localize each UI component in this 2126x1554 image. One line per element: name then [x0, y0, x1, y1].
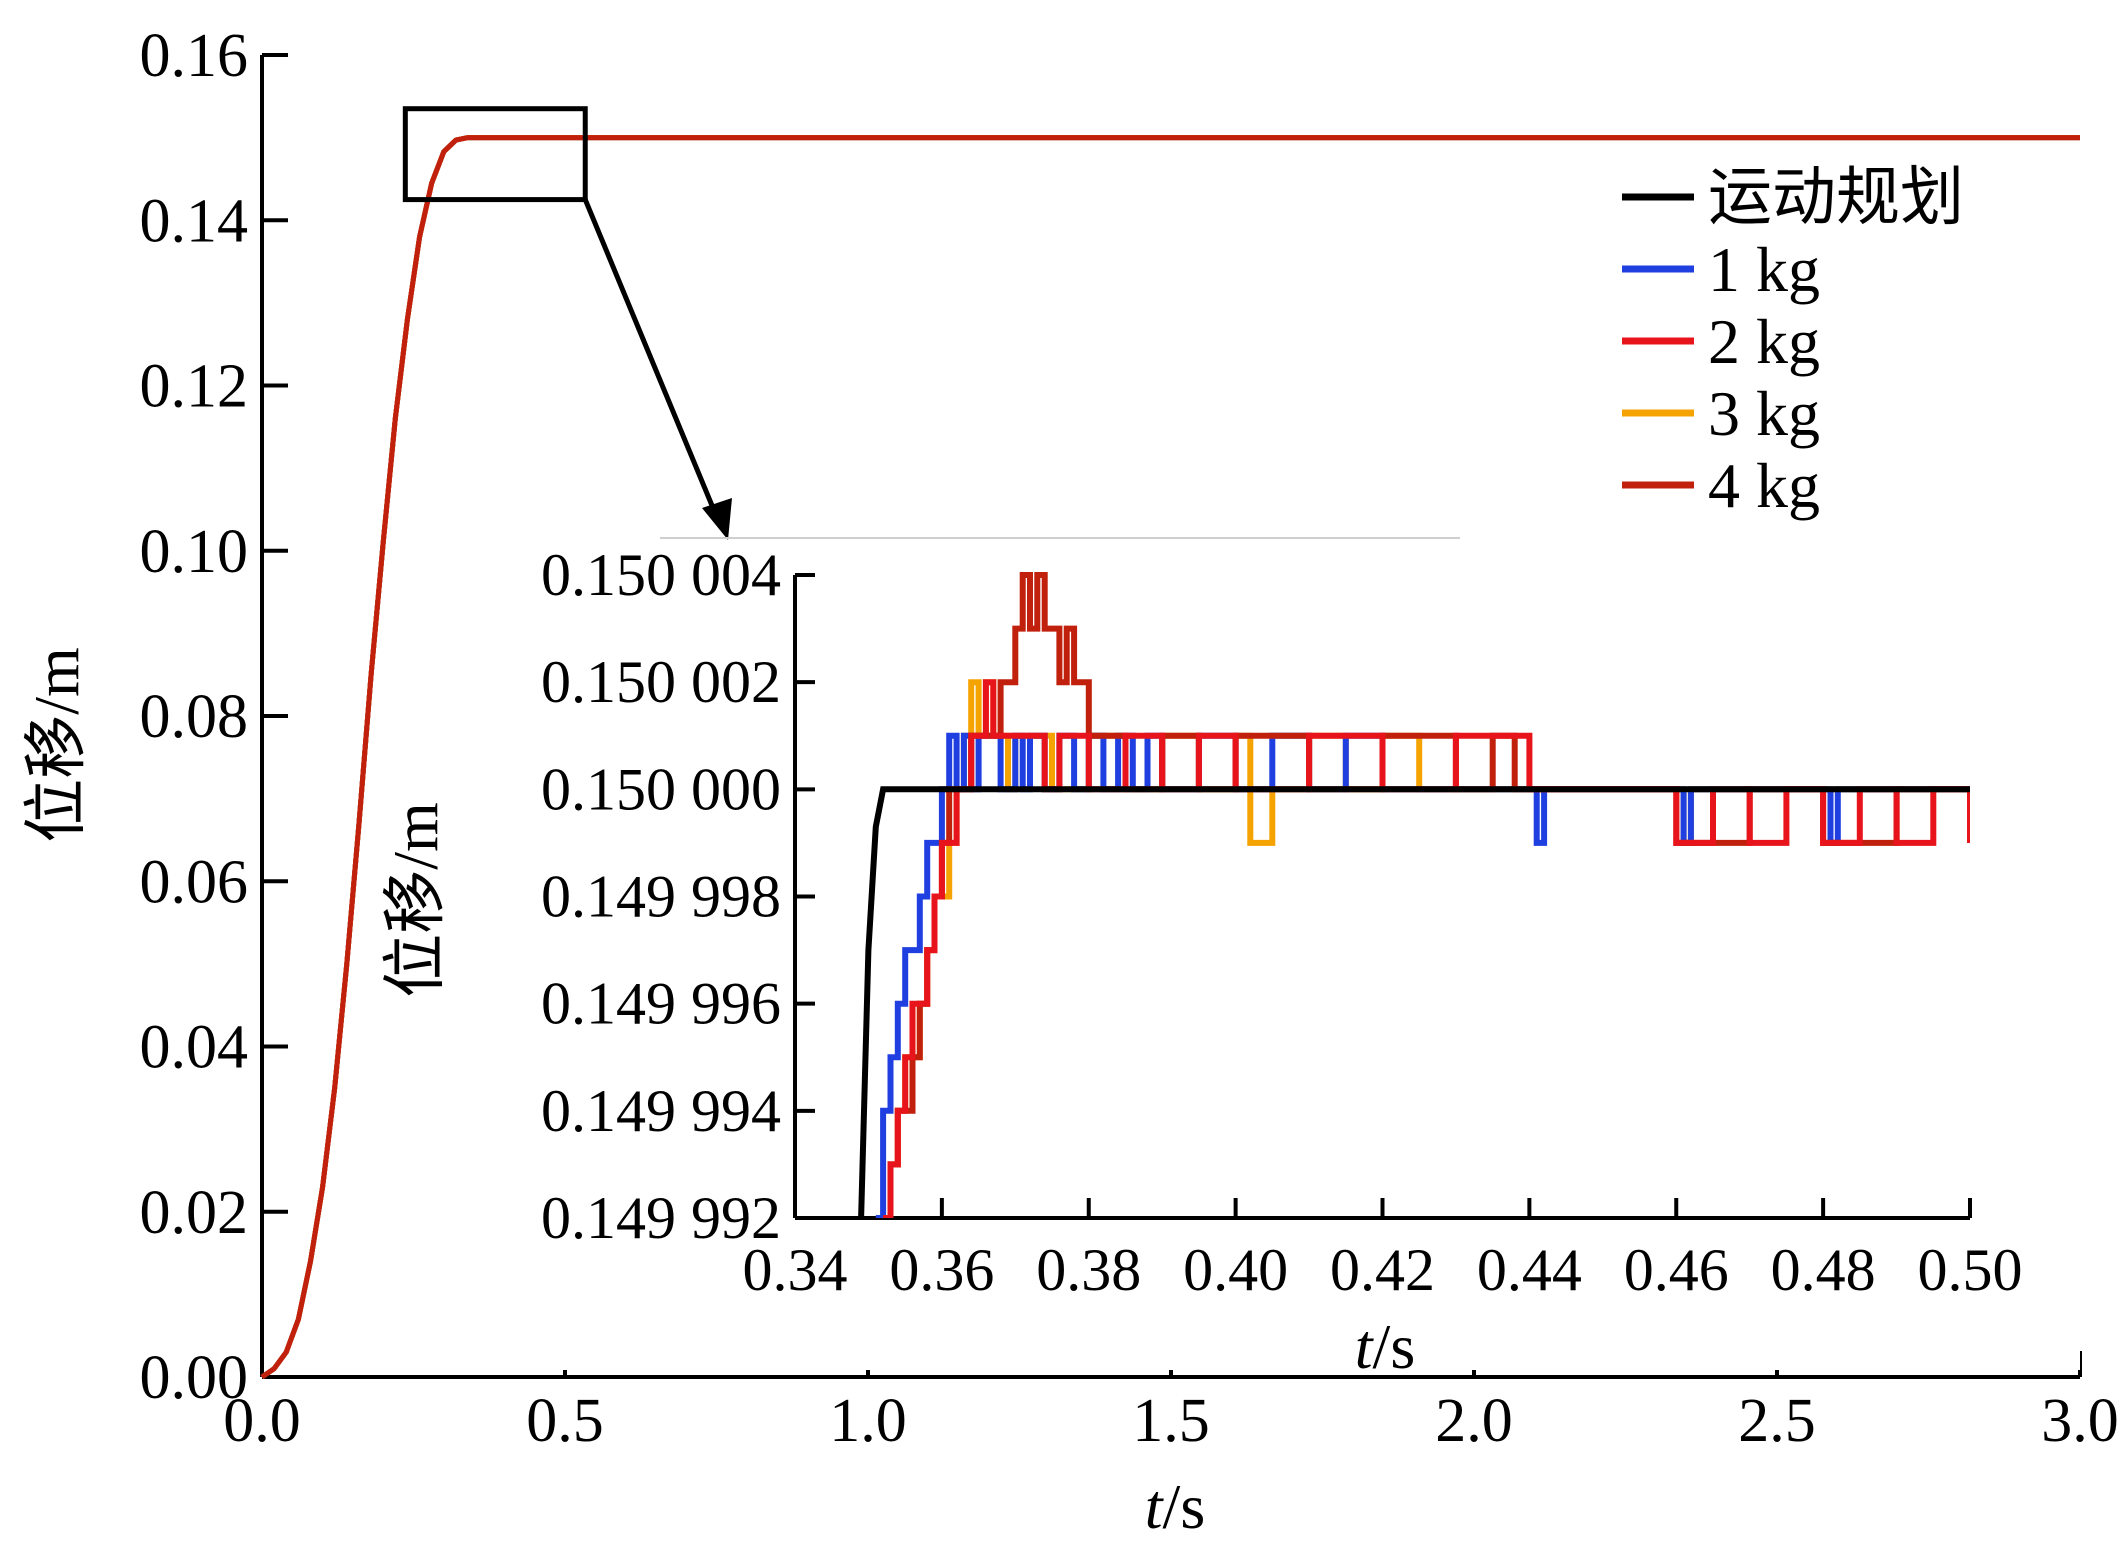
- main-y-tick-label: 0.16: [140, 22, 249, 90]
- legend-label: 2 kg: [1708, 306, 1820, 377]
- main-y-tick-label: 0.06: [140, 848, 249, 916]
- inset-plot-area: [858, 572, 1970, 1218]
- main-y-tick-label: 0.00: [140, 1344, 249, 1412]
- main-y-tick-label: 0.02: [140, 1179, 249, 1247]
- main-y-axis-label: 位移/m: [21, 647, 92, 843]
- main-x-tick-label: 1.0: [829, 1387, 907, 1455]
- zoom-box: [402, 106, 588, 203]
- zoom-pointer-line: [582, 198, 721, 521]
- legend-label: 3 kg: [1708, 378, 1820, 449]
- inset-x-tick-label: 0.44: [1477, 1237, 1582, 1303]
- main-y-tick-label: 0.08: [140, 683, 249, 751]
- legend-label: 运动规划: [1708, 162, 1964, 233]
- main-series-line-4-kg: [260, 135, 2080, 1380]
- main-y-tick-label: 0.12: [140, 353, 249, 421]
- main-x-tick-label: 0.5: [526, 1387, 604, 1455]
- main-x-tick-label: 1.5: [1132, 1387, 1210, 1455]
- main-y-tick-label: 0.14: [140, 187, 249, 255]
- main-axes: 0.00 0.02 0.04 0.06 0.08 0.10 0.12 0.14 0.16 0.0 0…: [140, 22, 2119, 1455]
- inset-x-tick-label: 0.50: [1918, 1237, 2023, 1303]
- inset-x-axis-label: t/s: [1355, 1311, 1415, 1382]
- inset-y-axis-label: 位移/m: [380, 802, 451, 998]
- inset-x-tick-label: 0.42: [1330, 1237, 1435, 1303]
- main-x-axis-label: t/s: [1145, 1471, 1205, 1542]
- main-x-tick-label: 2.5: [1738, 1387, 1816, 1455]
- inset-x-tick-label: 0.38: [1036, 1237, 1141, 1303]
- main-plot-area: [260, 135, 2080, 1380]
- inset-y-tick-label: 0.149 996: [541, 971, 781, 1037]
- inset-x-tick-label: 0.40: [1183, 1237, 1288, 1303]
- inset-y-tick-label: 0.150 000: [541, 756, 781, 822]
- inset-y-tick-label: 0.149 998: [541, 864, 781, 930]
- inset-x-tick-label: 0.48: [1771, 1237, 1876, 1303]
- inset-y-tick-label: 0.149 994: [541, 1078, 781, 1144]
- zoom-pointer-arrowhead: [702, 498, 732, 540]
- inset-x-tick-label: 0.36: [889, 1237, 994, 1303]
- main-y-tick-label: 0.04: [140, 1014, 249, 1082]
- inset-y-tick-label: 0.150 002: [541, 649, 781, 715]
- legend-label: 1 kg: [1708, 234, 1820, 305]
- inset-x-tick-label: 0.34: [743, 1237, 848, 1303]
- main-x-tick-label: 2.0: [1435, 1387, 1513, 1455]
- inset-y-tick-label: 0.150 004: [541, 542, 781, 608]
- inset-y-tick-label: 0.149 992: [541, 1185, 781, 1251]
- inset-axes: 0.149 992 0.149 994 0.149 996 0.149 998 0.15…: [400, 537, 2080, 1370]
- main-x-tick-label: 0.0: [223, 1387, 301, 1455]
- legend-label: 4 kg: [1708, 450, 1820, 521]
- inset-x-tick-label: 0.46: [1624, 1237, 1729, 1303]
- inset-background: [400, 540, 2080, 1370]
- zoom-indicator: [402, 106, 732, 540]
- main-x-tick-label: 3.0: [2041, 1387, 2119, 1455]
- inset-series-line-运动规划: [858, 786, 1970, 1218]
- main-y-tick-label: 0.10: [140, 518, 249, 586]
